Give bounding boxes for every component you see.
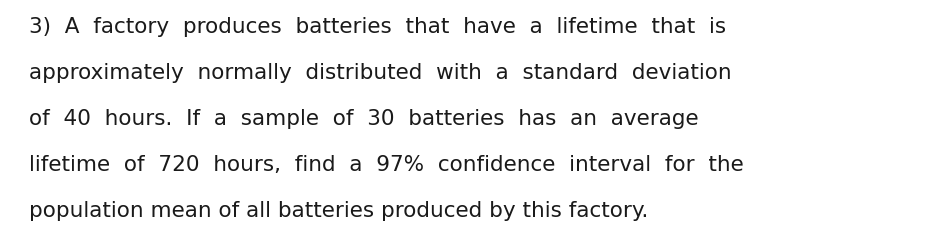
Text: of  40  hours.  If  a  sample  of  30  batteries  has  an  average: of 40 hours. If a sample of 30 batteries… [29,109,698,129]
Text: 3)  A  factory  produces  batteries  that  have  a  lifetime  that  is: 3) A factory produces batteries that hav… [29,17,725,37]
Text: approximately  normally  distributed  with  a  standard  deviation: approximately normally distributed with … [29,63,730,83]
Text: lifetime  of  720  hours,  find  a  97%  confidence  interval  for  the: lifetime of 720 hours, find a 97% confid… [29,155,743,175]
Text: population mean of all batteries produced by this factory.: population mean of all batteries produce… [29,201,647,221]
